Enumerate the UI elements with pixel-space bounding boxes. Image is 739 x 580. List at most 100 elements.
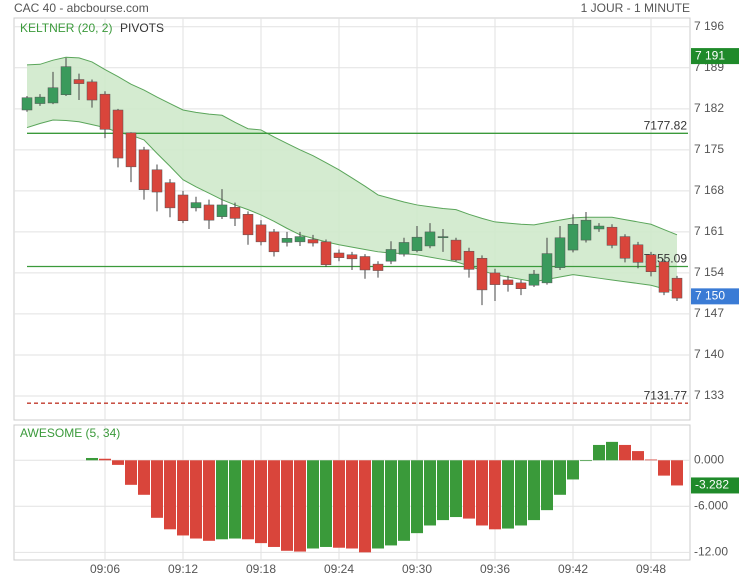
candle-body xyxy=(645,254,657,272)
candle-body xyxy=(86,81,98,101)
bar xyxy=(554,460,566,495)
x-tick-label: 09:42 xyxy=(558,562,588,576)
candle-body xyxy=(502,279,514,285)
bar xyxy=(515,460,527,526)
y-tick-label: -6.000 xyxy=(694,498,728,512)
price-tag xyxy=(691,288,739,305)
price-tag-label: 7 150 xyxy=(695,289,725,303)
candle-body xyxy=(125,132,137,168)
x-tick-label: 09:36 xyxy=(480,562,510,576)
bar xyxy=(86,457,98,461)
y-tick-label: 7 147 xyxy=(694,306,724,320)
candle-body xyxy=(554,237,566,268)
candle-body xyxy=(294,236,306,243)
candle-body xyxy=(229,207,241,219)
candle-body xyxy=(73,79,85,84)
bar xyxy=(476,460,488,526)
y-tick-label: 7 133 xyxy=(694,388,724,402)
y-tick-label: 0.000 xyxy=(694,452,724,466)
bar xyxy=(99,458,111,461)
bar xyxy=(528,460,540,521)
candle-body xyxy=(138,149,150,190)
candle-body xyxy=(99,93,111,130)
bar xyxy=(151,460,163,518)
candle-body xyxy=(411,236,423,251)
indicator-label: AWESOME (5, 34) xyxy=(20,426,120,440)
y-tick-label: 7 175 xyxy=(694,142,724,156)
bar xyxy=(593,444,605,461)
bar xyxy=(294,460,306,552)
candle-body xyxy=(372,263,384,271)
bar xyxy=(281,460,293,551)
y-tick-label: 7 168 xyxy=(694,183,724,197)
candle-body xyxy=(255,224,267,243)
chart-title: CAC 40 - abcbourse.com xyxy=(14,1,149,15)
price-tag-label: 7 191 xyxy=(695,48,725,62)
y-tick-label: -12.00 xyxy=(694,545,728,559)
candle-body xyxy=(658,261,670,293)
candle-body xyxy=(47,87,59,104)
bar xyxy=(125,460,137,485)
bar xyxy=(502,460,514,529)
bar xyxy=(307,460,319,549)
bar xyxy=(333,460,345,548)
bar xyxy=(606,441,618,461)
y-tick-label: 7 182 xyxy=(694,101,724,115)
indicator-label: KELTNER (20, 2) xyxy=(20,21,112,35)
bar xyxy=(242,460,254,540)
bar xyxy=(411,460,423,534)
candle-body xyxy=(333,252,345,258)
candle-body xyxy=(307,239,319,244)
bar xyxy=(450,460,462,518)
candle-body xyxy=(242,214,254,236)
candle-body xyxy=(203,204,215,221)
bar xyxy=(229,460,241,539)
price-tag-label: -3.282 xyxy=(695,478,729,492)
candle-body xyxy=(21,97,33,111)
candle-body xyxy=(190,202,202,209)
candle-body xyxy=(476,258,488,291)
bar xyxy=(567,460,579,480)
band-upper xyxy=(26,56,678,236)
pivot-label: 7131.77 xyxy=(644,388,688,402)
candle-body xyxy=(463,250,475,270)
candle-body xyxy=(164,182,176,209)
candle-body xyxy=(398,242,410,255)
candle-body xyxy=(450,239,462,261)
bar xyxy=(398,460,410,541)
bar xyxy=(190,460,202,539)
bar xyxy=(138,460,150,495)
bar xyxy=(268,460,280,547)
candle-body xyxy=(567,224,579,251)
y-tick-label: 7 140 xyxy=(694,347,724,361)
bar xyxy=(424,460,436,526)
candle-body xyxy=(359,256,371,271)
bar xyxy=(671,460,683,486)
bar xyxy=(255,460,267,544)
bar xyxy=(164,460,176,530)
bar xyxy=(177,460,189,536)
x-tick-label: 09:24 xyxy=(324,562,354,576)
bar xyxy=(320,460,332,547)
candle-body xyxy=(437,236,449,239)
bar xyxy=(541,460,553,511)
x-tick-label: 09:06 xyxy=(90,562,120,576)
candle-body xyxy=(632,244,644,263)
candle-body xyxy=(528,273,540,286)
x-tick-label: 09:12 xyxy=(168,562,198,576)
candle-body xyxy=(606,226,618,246)
bar xyxy=(346,460,358,549)
candle-body xyxy=(671,277,683,299)
candle-body xyxy=(580,219,592,241)
candle-body xyxy=(515,282,527,289)
candle-body xyxy=(346,254,358,260)
bar xyxy=(372,460,384,549)
y-tick-label: 7 196 xyxy=(694,19,724,33)
candle-body xyxy=(177,194,189,222)
bar xyxy=(385,460,397,546)
y-tick-label: 7 161 xyxy=(694,224,724,238)
price-tag xyxy=(691,48,739,65)
y-tick-label: 7 154 xyxy=(694,265,724,279)
x-tick-label: 09:18 xyxy=(246,562,276,576)
